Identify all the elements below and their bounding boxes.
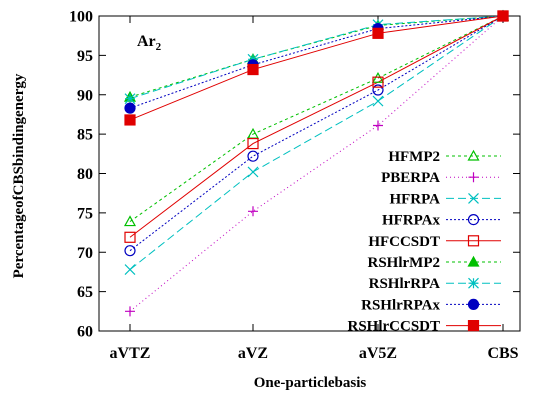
legend-marker-hfmp2 — [467, 149, 480, 161]
data-point-hfrpa — [247, 166, 259, 178]
legend-label-hfccsdt: HFCCSDT — [368, 234, 440, 250]
data-point-hfccsdt — [247, 137, 259, 150]
data-point-rshlrrpa — [124, 93, 136, 105]
x-axis: aVTZ aVZ aV5Z CBS — [110, 16, 519, 362]
legend-label-pberpa: PBERPA — [381, 170, 440, 186]
data-point-hfrpa — [124, 264, 136, 275]
legend-marker-rshlrrpax — [467, 298, 480, 310]
y-tick-label: 100 — [69, 9, 93, 26]
data-point-rshlrccsdt — [497, 10, 509, 22]
data-point-rshlrccsdt — [372, 27, 384, 39]
x-tick-label: CBS — [487, 345, 518, 362]
data-point-pberpa — [125, 306, 135, 317]
legend-marker-hfrpax — [467, 214, 480, 226]
legend-marker-rshlrmp2 — [467, 255, 480, 267]
data-point-pberpa — [373, 120, 383, 131]
legend-marker-hfrpa — [468, 192, 479, 204]
legend-label-hfmp2: HFMP2 — [388, 149, 440, 165]
x-tick-label: aVTZ — [110, 345, 151, 362]
legend-label-rshlrrpax: RSHlrRPAx — [361, 297, 440, 313]
series-line-rshlrccsdt — [129, 15, 504, 121]
y-tick-label: 75 — [77, 205, 93, 222]
series-line-rshlrrpa — [129, 15, 504, 100]
data-point-rshlrrpax — [124, 102, 136, 114]
series-lines — [129, 15, 504, 312]
legend-marker-rshlrccsdt — [467, 320, 480, 332]
data-point-hfrpax — [124, 245, 136, 257]
series-line-rshlrmp2 — [129, 15, 504, 98]
y-tick-label: 65 — [77, 284, 93, 301]
data-point-hfccsdt — [124, 231, 136, 243]
legend-label-hfrpax: HFRPAx — [382, 213, 441, 229]
plot-border — [98, 15, 521, 332]
data-point-rshlrccsdt — [124, 114, 136, 126]
legend-label-hfrpa: HFRPA — [389, 191, 440, 207]
data-point-rshlrccsdt — [247, 63, 259, 76]
y-axis-label: PercentageofCBSbindingenergy — [11, 73, 27, 278]
plot-frame — [98, 15, 521, 332]
x-tick-label: aVZ — [238, 345, 268, 362]
series-markers — [123, 9, 510, 317]
y-tick-label: 70 — [77, 245, 93, 262]
legend-marker-hfccsdt — [467, 235, 480, 247]
series-line-hfrpax — [129, 15, 504, 252]
x-axis-label: One-particlebasis — [254, 375, 367, 391]
data-point-pberpa — [248, 206, 258, 217]
chart-annotation: Ar2 — [137, 33, 162, 53]
y-axis: 60 65 70 75 80 85 90 95 100 — [69, 9, 520, 341]
data-point-hfmp2 — [123, 215, 137, 227]
x-tick-label: aV5Z — [359, 345, 397, 362]
data-point-hfrpax — [372, 84, 384, 96]
data-point-hfccsdt — [372, 76, 384, 88]
y-tick-label: 85 — [77, 127, 93, 144]
series-line-pberpa — [129, 15, 504, 312]
legend-marker-rshlrrpa — [468, 277, 479, 289]
y-tick-label: 90 — [77, 87, 93, 104]
legend-marker-pberpa — [468, 172, 479, 183]
series-line-hfccsdt — [129, 15, 504, 238]
y-tick-label: 95 — [77, 48, 93, 65]
legend-label-rshlrccsdt: RSHlrCCSDT — [347, 319, 440, 335]
legend: HFMP2 PBERPA HFRPA HFRPAx HFCCSDT RSHlrMP2 RSH… — [347, 149, 501, 335]
series-line-rshlrrpax — [129, 15, 504, 109]
series-line-hfrpa — [129, 15, 504, 270]
data-point-hfrpax — [247, 150, 259, 162]
data-point-hfrpa — [372, 95, 384, 107]
y-tick-label: 60 — [77, 324, 93, 341]
y-tick-label: 80 — [77, 166, 93, 183]
legend-label-rshlrmp2: RSHlrMP2 — [368, 255, 441, 271]
legend-label-rshlrrpa: RSHlrRPA — [369, 276, 441, 292]
annotation-subscript: 2 — [156, 41, 162, 53]
